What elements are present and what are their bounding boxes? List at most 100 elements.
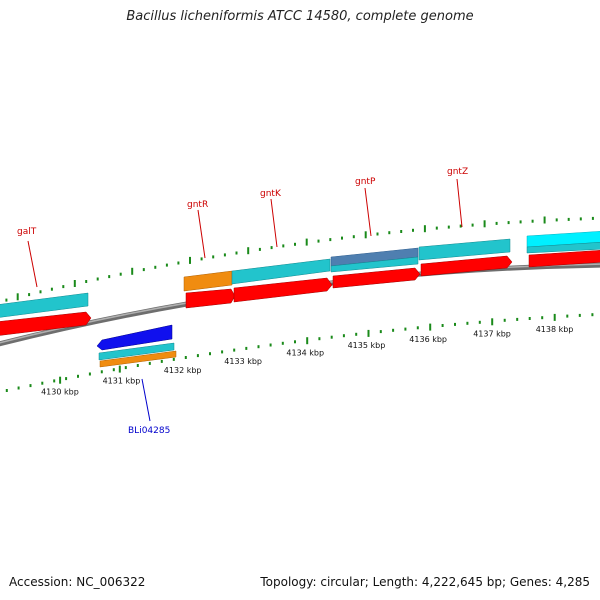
gene-feature-BLi04285[interactable]	[98, 342, 175, 361]
outer-minor-tick	[317, 239, 320, 243]
gene-label-gntP[interactable]: gntP	[355, 177, 376, 187]
scale-minor-tick	[355, 332, 358, 336]
scale-minor-tick	[566, 314, 569, 318]
leader-BLi04285	[141, 378, 151, 422]
outer-minor-tick	[507, 221, 510, 225]
inner-tick-ring: 4130 kbp 4131 kbp 4132 kbp 4133 kbp 4134 kbp…	[5, 313, 594, 397]
gene-feature-next[interactable]	[526, 242, 600, 254]
scale-major-tick	[306, 337, 309, 345]
scale-minor-tick	[379, 330, 382, 334]
outer-minor-tick	[412, 228, 414, 232]
gene-feature-BLi04285-alt[interactable]	[99, 350, 177, 368]
forward-strand-features	[0, 231, 600, 336]
outer-minor-tick	[223, 253, 226, 257]
scale-tick-label: 4137 kbp	[473, 329, 511, 338]
scale-major-tick	[553, 313, 556, 321]
scale-minor-tick	[17, 386, 20, 390]
cds-feature-gntK[interactable]	[233, 277, 333, 303]
accession-text: Accession: NC_006322	[9, 575, 146, 589]
outer-major-tick	[543, 216, 546, 224]
scale-tick-label: 4130 kbp	[41, 388, 79, 397]
gene-feature-next-bright[interactable]	[526, 231, 600, 248]
outer-minor-tick	[341, 236, 343, 240]
scale-minor-tick	[269, 343, 272, 347]
scale-tick-label: 4134 kbp	[286, 348, 324, 357]
gene-feature-gntZ[interactable]	[418, 238, 511, 261]
gene-label-galT[interactable]: galT	[17, 227, 37, 237]
outer-minor-tick	[235, 251, 238, 255]
scale-minor-tick	[5, 389, 8, 392]
outer-minor-tick	[85, 280, 88, 283]
scale-minor-tick	[342, 334, 345, 338]
scale-minor-tick	[41, 381, 44, 385]
gene-label-gntR[interactable]: gntR	[187, 200, 208, 210]
scale-minor-tick	[318, 337, 321, 341]
outer-minor-tick	[177, 261, 180, 265]
outer-major-tick	[305, 238, 308, 246]
genome-title: Bacillus licheniformis ATCC 14580, compl…	[126, 9, 474, 24]
cds-feature-BLi04285[interactable]	[96, 324, 173, 351]
cds-feature-galT[interactable]	[0, 311, 92, 336]
gene-feature-gntP[interactable]	[330, 256, 419, 273]
outer-minor-tick	[579, 217, 582, 221]
scale-minor-tick	[281, 341, 284, 345]
outer-minor-tick	[212, 255, 215, 259]
outer-minor-tick	[400, 230, 403, 233]
scale-minor-tick	[441, 324, 444, 327]
cds-feature-gntZ[interactable]	[420, 255, 513, 277]
outer-minor-tick	[50, 287, 53, 291]
scale-minor-tick	[541, 316, 544, 320]
leader-gntK	[270, 198, 278, 248]
outer-major-tick	[131, 267, 134, 275]
outer-major-tick	[364, 231, 367, 239]
outer-minor-tick	[154, 265, 157, 269]
outer-tick-ring	[5, 216, 594, 302]
scale-major-tick	[59, 376, 62, 384]
outer-major-tick	[16, 293, 19, 301]
scale-tick-label: 4133 kbp	[224, 357, 262, 366]
outer-minor-tick	[282, 244, 285, 248]
scale-minor-tick	[29, 384, 32, 388]
scale-tick-label: 4132 kbp	[164, 366, 202, 375]
outer-minor-tick	[531, 219, 534, 223]
outer-minor-tick	[329, 238, 332, 242]
scale-minor-tick	[416, 326, 419, 330]
outer-minor-tick	[447, 225, 450, 229]
scale-minor-tick	[257, 345, 260, 349]
outer-minor-tick	[459, 224, 462, 228]
scale-major-tick	[491, 318, 494, 326]
outer-minor-tick	[555, 218, 558, 222]
outer-minor-tick	[165, 263, 168, 267]
leader-gntP	[364, 187, 372, 237]
scale-minor-tick	[528, 317, 531, 320]
outer-minor-tick	[62, 285, 65, 289]
gene-label-BLi04285[interactable]: BLi04285	[128, 426, 170, 436]
gene-feature-gntR-alt[interactable]	[183, 270, 233, 292]
outer-major-tick	[73, 280, 76, 287]
gene-feature-galT[interactable]	[0, 292, 89, 318]
gene-label-gntK[interactable]: gntK	[260, 189, 282, 199]
scale-minor-tick	[330, 335, 333, 339]
outer-minor-tick	[270, 246, 273, 250]
scale-minor-tick	[65, 377, 68, 381]
reverse-strand-features	[96, 324, 177, 368]
leader-gntR	[197, 209, 206, 259]
outer-minor-tick	[435, 226, 438, 230]
gene-label-gntZ[interactable]: gntZ	[447, 167, 468, 177]
outer-minor-tick	[471, 223, 474, 227]
gene-feature-gntK[interactable]	[231, 258, 331, 285]
cds-feature-gntR[interactable]	[185, 288, 236, 309]
cds-feature-next[interactable]	[528, 250, 600, 268]
outer-minor-tick	[495, 221, 498, 225]
scale-minor-tick	[184, 356, 187, 359]
cds-feature-gntP[interactable]	[332, 267, 421, 289]
leader-galT	[27, 240, 38, 288]
outer-major-tick	[247, 247, 250, 255]
scale-minor-tick	[392, 328, 395, 332]
scale-major-tick	[367, 329, 370, 337]
scale-minor-tick	[245, 346, 248, 350]
outer-minor-tick	[567, 217, 570, 221]
outer-minor-tick	[200, 257, 203, 261]
